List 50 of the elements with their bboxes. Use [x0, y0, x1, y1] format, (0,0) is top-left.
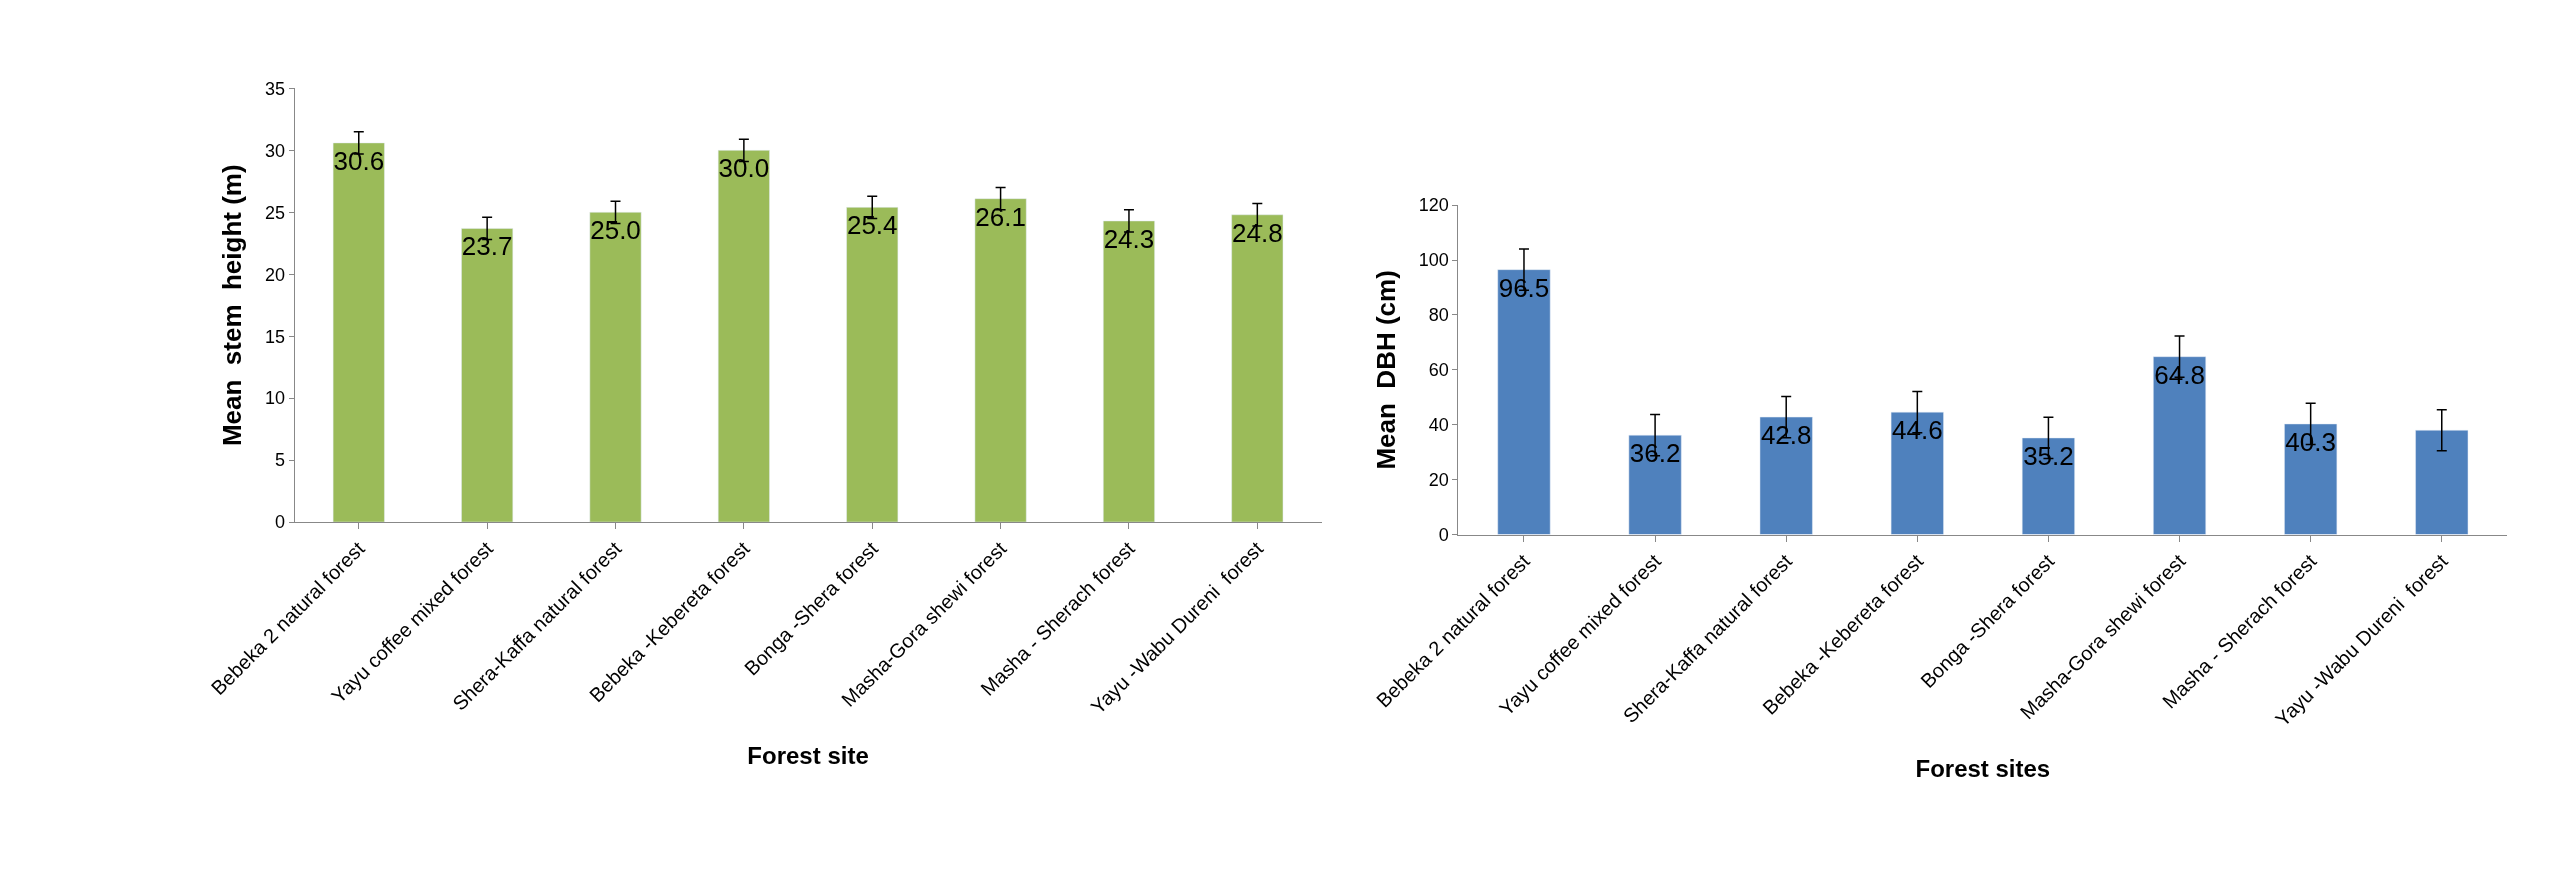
- bar: [717, 150, 770, 523]
- y-tick-label: 20: [264, 264, 285, 285]
- y-tick-label: 35: [264, 78, 285, 99]
- data-label: 26.1: [975, 201, 1026, 232]
- x-axis-title: Forest site: [747, 742, 869, 770]
- data-label: 30.0: [718, 153, 770, 184]
- y-tick-label: 80: [1428, 305, 1449, 326]
- bar: [1628, 434, 1682, 535]
- bar: [589, 212, 642, 523]
- data-label: 96.5: [1498, 272, 1550, 303]
- bar: [1103, 220, 1155, 523]
- y-tick-label: 100: [1418, 250, 1449, 271]
- bar: [1759, 416, 1813, 535]
- data-label: 44.6: [1892, 415, 1943, 446]
- data-label: 24.3: [1103, 223, 1155, 254]
- bar: [846, 207, 899, 523]
- y-axis-title: Mean stem height (m): [217, 164, 248, 447]
- y-tick-label: 60: [1428, 360, 1449, 381]
- data-label: 25.4: [846, 210, 898, 241]
- y-tick-label: 15: [264, 326, 285, 347]
- bar: [2153, 356, 2207, 535]
- bar: [2284, 423, 2338, 535]
- y-tick-label: 120: [1418, 195, 1449, 216]
- bar: [2415, 430, 2469, 535]
- x-axis-title: Forest sites: [1915, 754, 2051, 782]
- bar: [461, 228, 514, 523]
- bar: [974, 198, 1027, 523]
- data-label: 36.2: [1629, 438, 1681, 469]
- y-tick-label: 20: [1428, 469, 1449, 490]
- y-tick-label: 10: [264, 388, 285, 409]
- y-axis-title: Mean DBH (cm): [1371, 270, 1402, 470]
- y-tick-label: 25: [264, 202, 285, 223]
- bar: [332, 142, 385, 523]
- y-tick-label: 30: [264, 140, 285, 161]
- y-tick-label: 0: [1438, 524, 1449, 545]
- bar: [2021, 437, 2075, 535]
- bar: [1890, 411, 1944, 535]
- data-label: 64.8: [2154, 359, 2205, 390]
- y-tick-label: 0: [274, 512, 285, 533]
- data-label: 35.2: [2023, 440, 2074, 471]
- bar: [1231, 214, 1284, 523]
- y-tick-label: 5: [274, 450, 285, 471]
- data-label: 30.6: [333, 145, 385, 176]
- data-label: 40.3: [2285, 426, 2336, 457]
- y-tick-label: 40: [1428, 415, 1449, 436]
- data-label: 24.8: [1232, 217, 1283, 248]
- bar: [1497, 269, 1551, 535]
- data-label: 42.8: [1760, 420, 1812, 451]
- data-label: 25.0: [590, 215, 641, 246]
- data-label: 23.7: [461, 231, 513, 262]
